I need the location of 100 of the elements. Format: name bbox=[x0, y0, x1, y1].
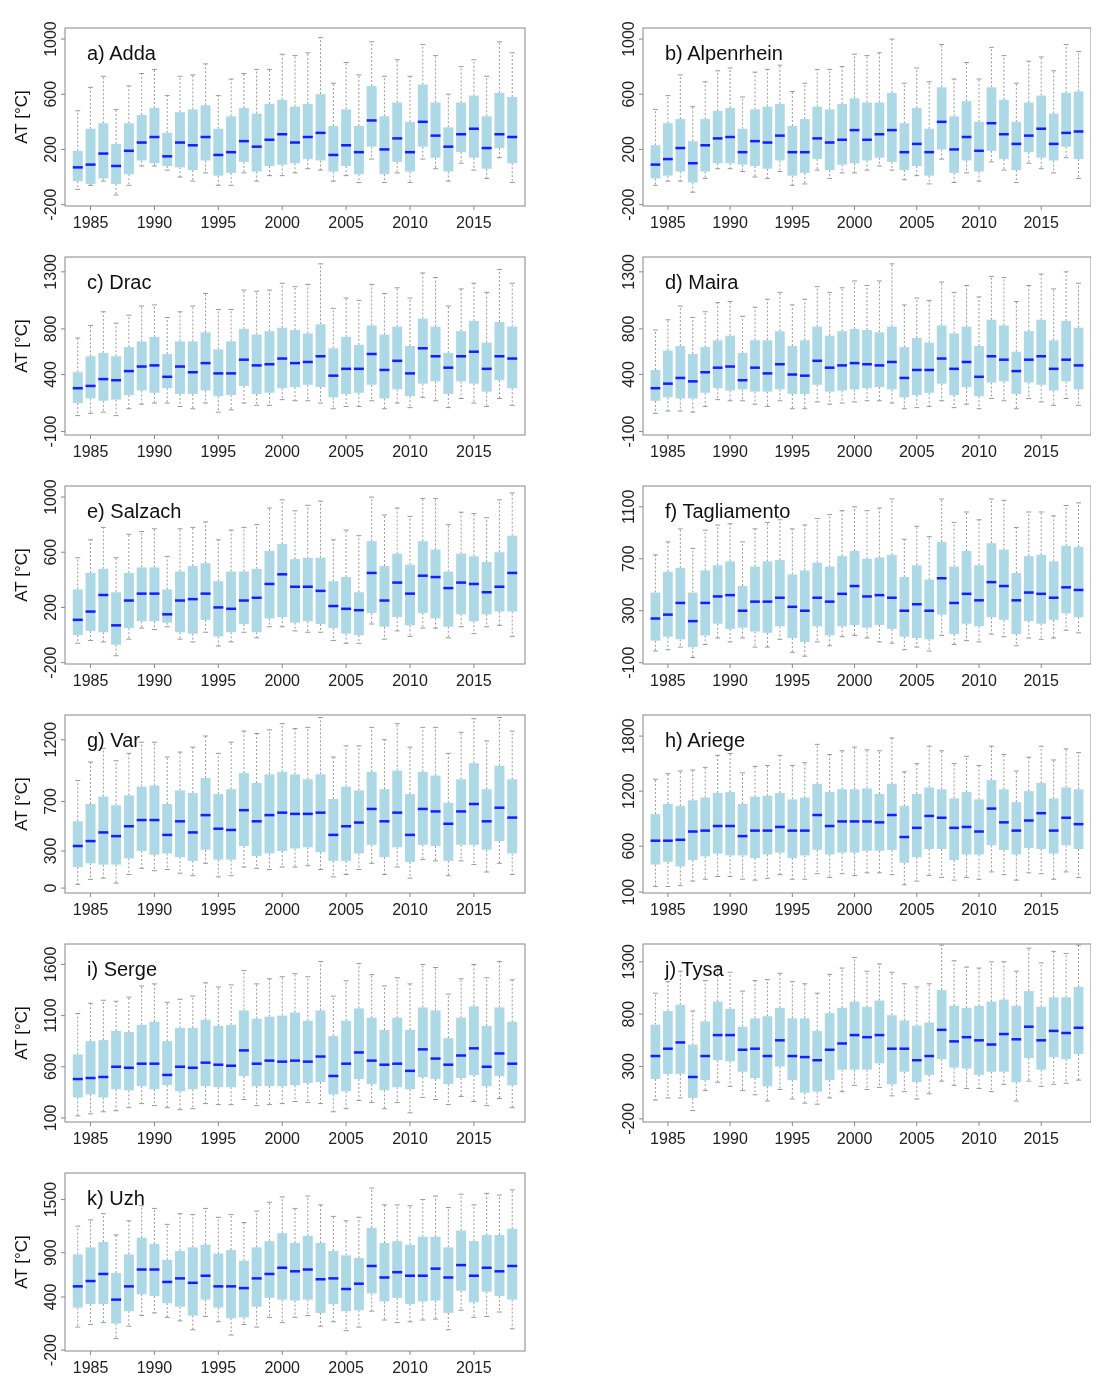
text: a) Adda bbox=[87, 42, 157, 64]
y-tick-label: 1100 bbox=[42, 998, 59, 1033]
x-tick-label: 1995 bbox=[774, 672, 811, 689]
x-tick-label: 2015 bbox=[1023, 443, 1060, 460]
y-tick-label: 1300 bbox=[620, 253, 637, 290]
x-tick-label: 1990 bbox=[712, 901, 749, 918]
y-tick-label: 1300 bbox=[42, 253, 59, 290]
y-tick-label: 0 bbox=[42, 883, 59, 893]
text: k) Uzh bbox=[87, 1187, 145, 1209]
x-tick-label: 1990 bbox=[136, 214, 173, 231]
x-tick-label: 2000 bbox=[264, 443, 301, 460]
y-tick-label: 1000 bbox=[620, 21, 637, 57]
x-tick-label: 2000 bbox=[836, 214, 873, 231]
y-tick-label: 600 bbox=[42, 538, 59, 566]
x-tick-label: 1995 bbox=[774, 1130, 811, 1147]
x-tick-label: 2000 bbox=[264, 1130, 301, 1147]
y-tick-label: 800 bbox=[42, 315, 59, 343]
x-tick-label: 2015 bbox=[456, 901, 492, 918]
x-tick-label: 2005 bbox=[898, 214, 935, 231]
x-tick-label: 1995 bbox=[200, 672, 237, 689]
y-tick-label: 700 bbox=[620, 545, 637, 573]
x-tick-label: 2005 bbox=[328, 443, 365, 460]
y-axis-title: AT [°C] bbox=[12, 319, 31, 373]
x-tick-label: 2010 bbox=[961, 443, 997, 460]
text: h) Ariege bbox=[665, 729, 746, 751]
y-tick-label: 100 bbox=[42, 1104, 59, 1132]
y-tick-label: 1500 bbox=[42, 1181, 59, 1218]
x-tick-label: 2010 bbox=[392, 214, 428, 231]
x-tick-label: 2015 bbox=[1023, 672, 1060, 689]
y-tick-label: -200 bbox=[42, 1334, 59, 1367]
y-tick-label: 400 bbox=[620, 361, 637, 388]
y-tick-label: 1600 bbox=[42, 946, 59, 983]
x-tick-label: 1990 bbox=[712, 1130, 749, 1147]
x-tick-label: 2010 bbox=[392, 1359, 428, 1376]
x-tick-label: 1990 bbox=[136, 901, 173, 918]
x-tick-label: 2005 bbox=[328, 672, 365, 689]
x-tick-label: 1990 bbox=[136, 1130, 173, 1147]
text: j) Tysa bbox=[664, 958, 725, 980]
y-tick-label: 400 bbox=[42, 1283, 59, 1311]
x-tick-label: 2015 bbox=[1023, 901, 1060, 918]
x-tick-label: 2010 bbox=[961, 901, 997, 918]
y-tick-label: 1800 bbox=[620, 718, 637, 754]
y-tick-label: 200 bbox=[42, 593, 59, 621]
y-tick-label: 1200 bbox=[620, 773, 637, 809]
x-tick-label: 2010 bbox=[392, 672, 428, 689]
text: c) Drac bbox=[87, 271, 152, 293]
x-tick-label: 1985 bbox=[72, 672, 109, 689]
x-tick-label: 1985 bbox=[650, 214, 686, 231]
y-axis-title: AT [°C] bbox=[12, 1006, 31, 1060]
x-tick-label: 2015 bbox=[456, 443, 492, 460]
y-tick-label: -100 bbox=[620, 646, 637, 679]
x-tick-label: 1995 bbox=[200, 443, 237, 460]
text: f) Tagliamento bbox=[665, 500, 791, 522]
x-tick-label: 2010 bbox=[961, 1130, 997, 1147]
text: e) Salzach bbox=[87, 500, 182, 522]
y-tick-label: 1000 bbox=[42, 21, 59, 57]
x-tick-label: 1990 bbox=[712, 443, 749, 460]
x-tick-label: 1985 bbox=[72, 443, 109, 460]
x-tick-label: 2000 bbox=[264, 1359, 301, 1376]
x-tick-label: 2005 bbox=[328, 1359, 365, 1376]
x-tick-label: 2010 bbox=[961, 214, 997, 231]
x-tick-label: 2010 bbox=[392, 901, 428, 918]
x-tick-label: 2000 bbox=[836, 672, 873, 689]
x-tick-label: 2000 bbox=[264, 672, 301, 689]
x-tick-label: 2000 bbox=[264, 901, 301, 918]
y-tick-label: 400 bbox=[42, 361, 59, 388]
x-tick-label: 2000 bbox=[836, 901, 873, 918]
x-tick-label: 1995 bbox=[774, 214, 811, 231]
y-tick-label: 300 bbox=[620, 1053, 637, 1080]
y-tick-label: 800 bbox=[620, 315, 637, 343]
x-tick-label: 1995 bbox=[200, 1130, 237, 1147]
x-tick-label: 1985 bbox=[72, 1130, 109, 1147]
y-tick-label: -200 bbox=[42, 188, 59, 221]
x-tick-label: 1990 bbox=[712, 214, 749, 231]
x-tick-label: 2005 bbox=[328, 1130, 365, 1147]
x-tick-label: 2005 bbox=[898, 1130, 935, 1147]
x-tick-label: 1985 bbox=[650, 1130, 686, 1147]
x-tick-label: 1995 bbox=[200, 1359, 237, 1376]
y-tick-label: 600 bbox=[42, 1053, 59, 1081]
text: i) Serge bbox=[87, 958, 158, 980]
x-tick-label: 2010 bbox=[392, 443, 428, 460]
y-tick-label: -100 bbox=[620, 415, 637, 448]
x-tick-label: 1990 bbox=[712, 672, 749, 689]
y-tick-label: -200 bbox=[620, 1102, 637, 1135]
x-tick-label: 2015 bbox=[456, 1130, 492, 1147]
x-tick-label: 1995 bbox=[200, 214, 237, 231]
x-tick-label: 2005 bbox=[898, 672, 935, 689]
y-axis-title: AT [°C] bbox=[12, 548, 31, 602]
x-tick-label: 2005 bbox=[328, 901, 365, 918]
y-tick-label: -200 bbox=[620, 188, 637, 221]
y-tick-label: 900 bbox=[42, 1239, 59, 1267]
x-tick-label: 1995 bbox=[774, 901, 811, 918]
y-tick-label: 100 bbox=[620, 878, 637, 906]
x-tick-label: 2005 bbox=[898, 901, 935, 918]
y-tick-label: 700 bbox=[42, 788, 59, 815]
y-tick-label: -200 bbox=[42, 646, 59, 679]
x-tick-label: 2005 bbox=[898, 443, 935, 460]
x-tick-label: 2010 bbox=[961, 672, 997, 689]
x-tick-label: 2000 bbox=[836, 443, 873, 460]
y-axis-title: AT [°C] bbox=[12, 1235, 31, 1289]
